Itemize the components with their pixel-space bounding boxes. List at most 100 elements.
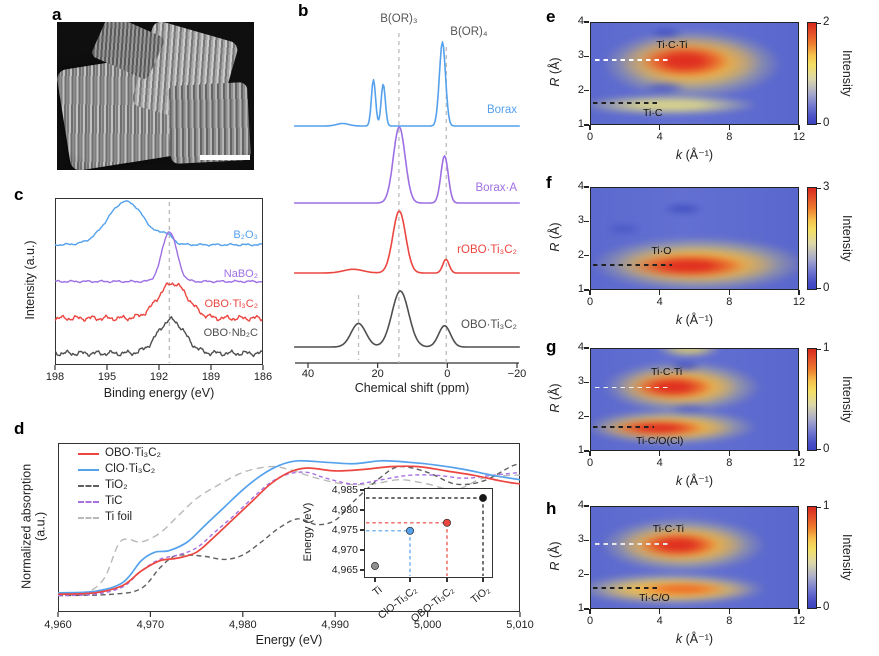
xps-trace-obo-nb-c [54, 316, 263, 358]
inset-y-tick [360, 489, 364, 491]
heatmap-e-colorbar-min: 0 [823, 117, 830, 129]
heatmap-f-x-tick-label: 12 [792, 296, 806, 308]
heatmap-f-x-tick-label: 8 [726, 296, 733, 308]
xanes-legend-label: TiO₂ [105, 479, 128, 491]
xps-trace-label: OBO·Ti₃C₂ [204, 298, 258, 310]
heatmap-e-y-tick-label: 1 [577, 118, 584, 130]
nmr-plot [294, 33, 520, 368]
heatmap-g-x-tick [659, 451, 661, 456]
heatmap-h-colorbar-title: Intensity [840, 534, 854, 581]
inset-y-tick [360, 529, 364, 531]
heatmap-h-x-tick [728, 609, 730, 614]
xps-x-tick-label: 198 [45, 371, 65, 383]
heatmap-h-y-tick-label: 3 [577, 533, 584, 546]
heatmap-g-y-tick [584, 347, 589, 349]
nmr-trace-label: rOBO·Ti₃C₂ [457, 244, 517, 256]
heatmap-g-x-title: k (Å⁻¹) [675, 474, 714, 488]
heatmap-h-y-tick-label: 2 [577, 567, 584, 580]
heatmap-g-x-tick [728, 451, 730, 456]
inset-y-tick-label: 4,975 [331, 524, 358, 536]
xps-trace-label: OBO·Nb₂C [203, 327, 258, 339]
heatmap-e-field [591, 23, 798, 124]
heatmap-f-y-tick [584, 255, 589, 257]
xanes-plot [57, 459, 521, 617]
heatmap-e-x-tick-label: 4 [656, 131, 663, 143]
xanes-legend-swatch [78, 517, 99, 519]
nmr-trace-obo-ti-c [294, 290, 520, 348]
heatmap-g-y-tick [584, 416, 589, 418]
heatmap-f-x-tick-label: 4 [656, 296, 663, 308]
heatmap-g-dash-line [593, 426, 655, 428]
heatmap-f-y-tick [584, 186, 589, 188]
xanes-xaxis-title: Energy (eV) [255, 633, 323, 647]
xanes-yaxis-title: Normalized absorption (a.u.) [20, 441, 49, 611]
panel-label-d: d [14, 419, 25, 438]
xanes-legend-label: Ti foil [105, 511, 133, 523]
heatmap-e-dash-line [593, 101, 658, 104]
heatmap-g-colorbar-tick [817, 349, 821, 351]
heatmap-f-colorbar-title: Intensity [840, 215, 854, 262]
inset-x-tick [482, 578, 484, 582]
inset-point-obo-ti-c [443, 518, 451, 527]
heatmap-h-colorbar-min: 0 [823, 601, 830, 613]
heatmap-g-y-tick [584, 450, 589, 452]
heatmap-e-annotation: Ti·C·Ti [656, 39, 688, 52]
xanes-x-tick-label: 5,000 [413, 619, 442, 631]
xanes-legend-swatch [78, 453, 99, 455]
heatmap-e-y-title: R (Å) [548, 57, 562, 87]
heatmap-g-x-tick-label: 12 [792, 457, 806, 469]
sem-vignette [57, 22, 254, 170]
heatmap-e-y-tick [584, 124, 589, 126]
inset-y-tick [360, 549, 364, 551]
heatmap-h-dash-line [595, 542, 669, 545]
inset-point-clo-ti-c [406, 526, 414, 535]
xps-trace-b-o [54, 200, 263, 247]
heatmap-h-y-tick [584, 574, 589, 576]
nmr-trace-borax [294, 41, 520, 127]
inset-y-tick [360, 509, 364, 511]
heatmap-h-x-tick [798, 609, 800, 614]
heatmap-h-annotation: Ti·C·Ti [652, 523, 685, 536]
xanes-plot-frame [58, 443, 520, 612]
xanes-x-tick-label: 4,970 [136, 619, 165, 631]
heatmap-g-colorbar-min: 0 [823, 443, 830, 455]
heatmap-g-colorbar [807, 348, 817, 451]
heatmap-g-annotation: Ti·C·Ti [650, 365, 683, 378]
heatmap-h-y-tick [584, 608, 589, 610]
heatmap-g-x-tick [798, 451, 800, 456]
heatmap-g-x-tick-label: 8 [726, 457, 733, 469]
xanes-legend-label: OBO·Ti₃C₂ [105, 447, 161, 459]
heatmap-e-colorbar [807, 22, 817, 125]
heatmap-h [590, 506, 799, 609]
xanes-x-tick-label: 5,010 [506, 619, 534, 631]
xps-x-tick-label: 192 [149, 371, 169, 383]
heatmap-h-field [591, 507, 798, 608]
xanes-curve-obo-ti-c [57, 465, 521, 596]
heatmap-h-colorbar-tick [817, 607, 821, 609]
heatmap-h-x-tick [589, 609, 591, 614]
heatmap-g-y-tick-label: 3 [577, 375, 584, 388]
xanes-legend-swatch [78, 501, 99, 503]
panel-label-h: h [546, 499, 557, 518]
inset-y-tick [360, 569, 364, 571]
heatmap-h-y-title: R (Å) [548, 541, 562, 571]
heatmap-e-annotation: Ti·C [642, 106, 663, 119]
heatmap-e-y-tick [584, 55, 589, 57]
inset-x-tick [374, 578, 376, 582]
nmr-x-tick-label: 0 [444, 368, 451, 380]
heatmap-g-field [591, 349, 798, 450]
heatmap-g-x-tick [589, 451, 591, 456]
heatmap-f-x-tick [798, 290, 800, 295]
xps-yaxis-title: Intensity (a.u.) [23, 240, 37, 320]
inset-y-tick-label: 4,980 [331, 504, 358, 516]
nmr-trace-label: OBO·Ti₃C₂ [461, 319, 517, 331]
heatmap-f-x-tick [589, 290, 591, 295]
nmr-x-tick-label: −20 [507, 368, 527, 380]
inset-yaxis-title: Energy (eV) [302, 502, 314, 562]
heatmap-h-colorbar-max: 1 [823, 500, 830, 512]
heatmap-e [590, 22, 799, 125]
heatmap-h-dash-line [593, 586, 658, 589]
xps-x-tick-label: 195 [97, 371, 117, 383]
heatmap-e-colorbar-title: Intensity [840, 50, 854, 97]
